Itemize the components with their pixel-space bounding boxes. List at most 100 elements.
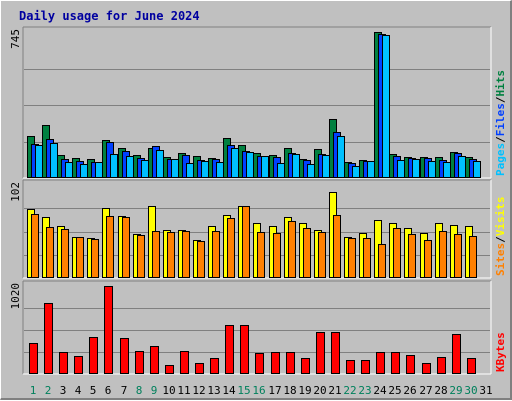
x-tick-label-day-1: 1	[30, 384, 37, 397]
x-tick-label-day-2: 2	[45, 384, 52, 397]
x-axis-day-labels: 1 2 3 4 5 6 7 8 9 10 11 12 13 14 15 16 17 18 19 20 21 22 23 24 2…	[30, 384, 493, 397]
bar-kbytes-day-24	[376, 352, 385, 374]
bar-pages-day-30	[473, 161, 481, 178]
bar-kbytes-day-4	[74, 356, 83, 374]
x-tick-label-day-9: 9	[151, 384, 158, 397]
bar-pages-day-9	[156, 150, 164, 178]
x-tick-label-day-19: 19	[298, 384, 311, 397]
bar-kbytes-day-6	[104, 286, 113, 374]
panel-legend: Sites/Visits	[494, 197, 507, 277]
bar-pages-day-29	[458, 156, 466, 178]
bar-kbytes-day-11	[180, 351, 189, 374]
bar-pages-day-17	[277, 163, 285, 178]
bar-sites-day-17	[273, 233, 281, 278]
bar-pages-day-14	[231, 148, 239, 178]
bar-pages-day-22	[352, 166, 360, 178]
bar-sites-day-15	[242, 206, 250, 278]
x-tick-label-day-7: 7	[121, 384, 128, 397]
bar-kbytes-day-18	[286, 352, 295, 374]
chart-panels: 745Pages/Files/Hits102Sites/Visits1020KB…	[9, 26, 507, 375]
x-tick-label-day-15: 15	[237, 384, 250, 397]
legend-entry: /	[494, 236, 507, 243]
bar-pages-day-18	[292, 154, 300, 178]
bar-sites-day-14	[227, 218, 235, 278]
bar-sites-day-29	[454, 234, 462, 278]
bar-pages-day-7	[126, 156, 134, 178]
bar-sites-day-27	[424, 240, 432, 278]
x-tick-label-day-24: 24	[373, 384, 387, 397]
bar-kbytes-day-3	[59, 352, 68, 374]
x-tick-label-day-22: 22	[343, 384, 356, 397]
bar-kbytes-day-2	[44, 303, 53, 374]
bar-pages-day-27	[428, 161, 436, 178]
bar-sites-day-9	[152, 231, 160, 278]
bar-kbytes-day-19	[301, 358, 310, 374]
bar-sites-day-24	[378, 244, 386, 278]
bar-sites-day-20	[318, 232, 326, 278]
bar-sites-day-18	[288, 221, 296, 278]
bar-sites-day-26	[408, 234, 416, 278]
x-tick-label-day-25: 25	[388, 384, 401, 397]
x-tick-label-day-21: 21	[328, 384, 341, 397]
bar-pages-day-5	[95, 162, 103, 178]
bar-kbytes-day-5	[89, 337, 98, 374]
bar-pages-day-15	[246, 152, 254, 178]
bar-pages-day-12	[201, 161, 209, 178]
bar-kbytes-day-23	[361, 360, 370, 374]
bar-pages-day-11	[186, 163, 194, 178]
bar-sites-day-2	[46, 227, 54, 278]
bar-sites-day-13	[212, 231, 220, 278]
y-max-label: 745	[9, 29, 22, 49]
bar-pages-day-8	[141, 160, 149, 178]
chart-title: Daily usage for June 2024	[19, 9, 200, 23]
y-max-label: 1020	[9, 283, 22, 310]
bar-pages-day-4	[80, 164, 88, 178]
bar-pages-day-19	[307, 164, 315, 178]
bar-pages-day-20	[322, 155, 330, 178]
x-tick-label-day-18: 18	[283, 384, 296, 397]
legend-entry: Sites	[494, 243, 507, 276]
bar-sites-day-1	[31, 214, 39, 278]
x-tick-label-day-14: 14	[222, 384, 236, 397]
bar-kbytes-day-20	[316, 332, 325, 374]
y-max-label: 102	[9, 182, 22, 202]
bar-sites-day-5	[91, 239, 99, 278]
bar-kbytes-day-21	[331, 332, 340, 374]
bar-pages-day-2	[50, 143, 58, 178]
bar-kbytes-day-13	[210, 358, 219, 374]
x-tick-label-day-3: 3	[60, 384, 67, 397]
bar-kbytes-day-10	[165, 365, 174, 374]
bar-pages-day-1	[35, 145, 43, 178]
bar-kbytes-day-15	[240, 325, 249, 374]
legend-entry: Hits	[494, 70, 507, 97]
legend-entry: KBytes	[494, 332, 507, 372]
bar-sites-day-3	[61, 229, 69, 278]
bar-kbytes-day-29	[452, 334, 461, 374]
bar-pages-day-21	[337, 136, 345, 178]
x-tick-label-day-13: 13	[207, 384, 220, 397]
bar-sites-day-21	[333, 215, 341, 278]
bar-sites-day-25	[393, 228, 401, 278]
x-tick-label-day-17: 17	[268, 384, 281, 397]
legend-entry: Visits	[494, 197, 507, 237]
bar-sites-day-12	[197, 241, 205, 278]
bar-kbytes-day-16	[255, 353, 264, 374]
bar-kbytes-day-14	[225, 325, 234, 374]
bar-sites-day-23	[363, 238, 371, 278]
legend-entry: /	[494, 96, 507, 103]
x-tick-label-day-23: 23	[358, 384, 371, 397]
bar-pages-day-16	[261, 156, 269, 178]
x-tick-label-day-11: 11	[177, 384, 190, 397]
bar-sites-day-19	[303, 228, 311, 278]
bar-kbytes-day-28	[437, 357, 446, 374]
bar-kbytes-day-30	[467, 358, 476, 374]
legend-entry: /	[494, 136, 507, 143]
legend-entry: Pages	[494, 143, 507, 176]
legend-entry: Files	[494, 103, 507, 136]
bar-sites-day-16	[257, 232, 265, 278]
panel-visits-sites: 102 Sites/Visits	[9, 179, 507, 279]
panel-background	[23, 27, 491, 178]
